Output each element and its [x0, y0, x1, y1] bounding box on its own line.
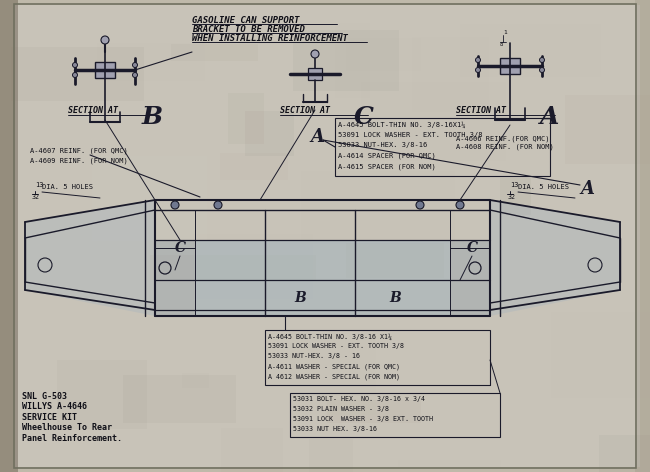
Bar [57, 360, 147, 429]
Bar [346, 243, 444, 278]
Bar [327, 400, 421, 423]
Bar [182, 372, 209, 388]
Text: A-4606 REINF.(FOR QMC): A-4606 REINF.(FOR QMC) [456, 135, 549, 142]
Circle shape [540, 67, 545, 73]
Circle shape [416, 201, 424, 209]
Text: A-4611 WASHER - SPECIAL (FOR QMC): A-4611 WASHER - SPECIAL (FOR QMC) [268, 363, 400, 370]
Circle shape [476, 67, 480, 73]
Bar [0, 0, 18, 472]
Bar [346, 38, 421, 71]
Text: 53091 LOCK  WASHER - 3/8 EXT. TOOTH: 53091 LOCK WASHER - 3/8 EXT. TOOTH [293, 416, 433, 422]
Text: A-4615 SPACER (FOR NOM): A-4615 SPACER (FOR NOM) [338, 163, 436, 169]
Text: A: A [580, 180, 594, 198]
Bar [221, 428, 283, 472]
Text: 53033 NUT-HEX. 3/8 - 16: 53033 NUT-HEX. 3/8 - 16 [268, 353, 360, 359]
Text: A-4645 BOLT-THIN NO. 3/8-16X1¼: A-4645 BOLT-THIN NO. 3/8-16X1¼ [338, 121, 465, 127]
Text: C: C [174, 241, 185, 255]
Bar [228, 93, 264, 144]
Text: BRACKET TO BE REMOVED: BRACKET TO BE REMOVED [192, 25, 305, 34]
Bar [635, 0, 650, 472]
Bar [500, 178, 531, 215]
Bar [97, 43, 205, 81]
Text: 53091 LOCK WASHER - EXT. TOOTH 3/8: 53091 LOCK WASHER - EXT. TOOTH 3/8 [338, 132, 482, 137]
Circle shape [311, 50, 319, 58]
Text: SECTION AT: SECTION AT [456, 106, 506, 115]
Text: A 4612 WASHER - SPECIAL (FOR NOM): A 4612 WASHER - SPECIAL (FOR NOM) [268, 373, 400, 379]
Text: GASOLINE CAN SUPPORT: GASOLINE CAN SUPPORT [192, 16, 300, 25]
Bar [361, 82, 506, 161]
Bar [460, 24, 601, 77]
Text: 53091 LOCK WASHER - EXT. TOOTH 3/8: 53091 LOCK WASHER - EXT. TOOTH 3/8 [268, 343, 404, 349]
Bar [220, 152, 287, 180]
Text: SECTION AT: SECTION AT [68, 106, 118, 115]
Text: A-4609 REINF. (FOR NOM): A-4609 REINF. (FOR NOM) [30, 157, 128, 163]
Text: A-4614 SPACER (FOR QMC): A-4614 SPACER (FOR QMC) [338, 152, 436, 159]
Bar [193, 234, 313, 299]
Text: B: B [294, 291, 306, 305]
Bar [11, 47, 144, 101]
Polygon shape [25, 200, 155, 316]
Text: 53033 NUT-HEX. 3/8-16: 53033 NUT-HEX. 3/8-16 [338, 142, 427, 148]
Circle shape [73, 62, 77, 67]
Text: A-4607 REINF. (FOR QMC): A-4607 REINF. (FOR QMC) [30, 148, 128, 154]
Text: B: B [142, 105, 163, 129]
Bar [92, 156, 207, 241]
Circle shape [133, 73, 138, 77]
Text: 1: 1 [503, 30, 507, 35]
Bar [265, 330, 490, 385]
Text: A-4608 REINF. (FOR NOM): A-4608 REINF. (FOR NOM) [456, 144, 554, 151]
Text: SECTION AT: SECTION AT [280, 106, 330, 115]
Text: 32: 32 [32, 194, 40, 200]
Polygon shape [490, 200, 620, 316]
Bar [290, 332, 376, 415]
Text: DIA. 5 HOLES: DIA. 5 HOLES [42, 184, 93, 190]
Bar [398, 460, 501, 472]
Bar [599, 435, 650, 472]
Bar [565, 95, 650, 164]
Text: 8: 8 [500, 42, 503, 47]
Bar [335, 23, 370, 98]
Bar [292, 30, 399, 91]
Bar [151, 254, 316, 279]
Bar [290, 393, 500, 437]
Text: A: A [310, 128, 324, 146]
Bar [195, 240, 450, 316]
Bar [500, 58, 520, 74]
Text: C: C [467, 241, 478, 255]
Bar [309, 439, 353, 472]
Text: A: A [540, 105, 560, 129]
Bar [95, 62, 115, 78]
Text: 13: 13 [35, 182, 44, 188]
Bar [412, 36, 489, 112]
Bar [246, 111, 294, 156]
Text: C: C [354, 105, 374, 129]
Text: 53033 NUT HEX. 3/8-16: 53033 NUT HEX. 3/8-16 [293, 426, 377, 432]
Bar [171, 44, 258, 61]
Text: SNL G-503
WILLYS A-4646
SERVICE KIT
Wheelhouse To Rear
Panel Reinforcement.: SNL G-503 WILLYS A-4646 SERVICE KIT Whee… [22, 392, 122, 443]
Circle shape [101, 36, 109, 44]
Bar [308, 68, 322, 80]
Text: 13: 13 [510, 182, 519, 188]
Bar [111, 183, 281, 224]
Bar [551, 312, 650, 397]
Text: 53031 BOLT- HEX. NO. 3/8-16 x 3/4: 53031 BOLT- HEX. NO. 3/8-16 x 3/4 [293, 396, 425, 402]
Circle shape [73, 73, 77, 77]
Circle shape [476, 58, 480, 62]
Bar [301, 171, 455, 244]
Text: WHEN INSTALLING REINFORCEMENT: WHEN INSTALLING REINFORCEMENT [192, 34, 348, 43]
Text: 53032 PLAIN WASHER - 3/8: 53032 PLAIN WASHER - 3/8 [293, 406, 389, 412]
Circle shape [214, 201, 222, 209]
Text: DIA. 5 HOLES: DIA. 5 HOLES [518, 184, 569, 190]
Text: 32: 32 [508, 194, 516, 200]
Circle shape [171, 201, 179, 209]
Circle shape [540, 58, 545, 62]
Bar [124, 375, 237, 423]
Bar [335, 118, 550, 176]
Text: B: B [389, 291, 401, 305]
Bar [450, 240, 490, 316]
Circle shape [456, 201, 464, 209]
Text: A-4645 BOLT-THIN NO. 3/8-16 X1¼: A-4645 BOLT-THIN NO. 3/8-16 X1¼ [268, 333, 392, 339]
Bar [155, 240, 195, 316]
Circle shape [133, 62, 138, 67]
